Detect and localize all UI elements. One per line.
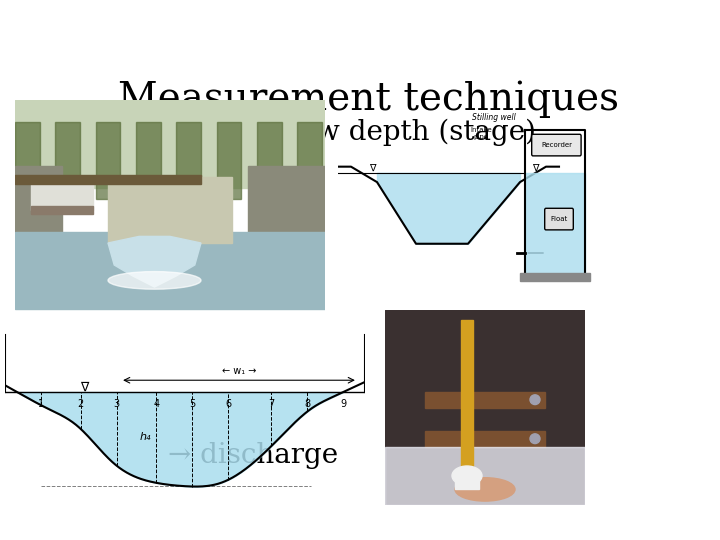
Polygon shape: [108, 237, 201, 287]
Text: ∇: ∇: [80, 380, 89, 393]
Bar: [520, 273, 590, 281]
FancyBboxPatch shape: [531, 134, 581, 156]
Bar: [425, 431, 545, 447]
Bar: [96, 122, 120, 199]
Bar: [15, 122, 40, 199]
Text: 4: 4: [153, 400, 159, 409]
Text: 8: 8: [305, 400, 310, 409]
Text: ← w₁ →: ← w₁ →: [222, 366, 256, 375]
Bar: [15, 232, 325, 309]
Bar: [176, 122, 201, 199]
Bar: [30, 177, 92, 210]
Text: 9: 9: [341, 400, 346, 409]
Bar: [425, 392, 545, 408]
Bar: [297, 122, 322, 199]
Bar: [525, 173, 585, 274]
Bar: [136, 122, 161, 199]
Text: 7: 7: [269, 400, 274, 409]
Bar: [461, 320, 473, 485]
Text: h₄: h₄: [140, 433, 151, 442]
Bar: [217, 122, 241, 199]
Text: Recorder: Recorder: [541, 142, 572, 148]
Bar: [30, 206, 92, 214]
Bar: [385, 447, 585, 505]
Text: Float: Float: [550, 216, 567, 222]
Text: → discharge: → discharge: [168, 442, 338, 469]
Text: Measurement techniques: Measurement techniques: [119, 80, 619, 118]
Bar: [455, 470, 479, 489]
Bar: [108, 177, 232, 243]
Ellipse shape: [452, 466, 482, 485]
Circle shape: [530, 434, 540, 443]
Bar: [15, 100, 325, 188]
Text: Stilling well: Stilling well: [472, 113, 516, 123]
Ellipse shape: [108, 272, 201, 289]
FancyBboxPatch shape: [545, 208, 573, 230]
Text: 1: 1: [38, 400, 44, 409]
Ellipse shape: [455, 478, 515, 501]
Bar: [15, 166, 61, 254]
Bar: [15, 175, 201, 184]
Text: 6: 6: [225, 400, 231, 409]
Circle shape: [530, 395, 540, 404]
Text: Intake
pipe: Intake pipe: [470, 127, 492, 140]
Bar: [55, 122, 80, 199]
Text: 3: 3: [114, 400, 120, 409]
Bar: [248, 166, 325, 254]
Text: ∇: ∇: [532, 163, 539, 173]
Bar: [257, 122, 282, 199]
Text: 5: 5: [189, 400, 195, 409]
Text: ∇: ∇: [369, 163, 375, 173]
Text: 2: 2: [78, 400, 84, 409]
Text: → flow depth (stage): → flow depth (stage): [248, 119, 536, 146]
